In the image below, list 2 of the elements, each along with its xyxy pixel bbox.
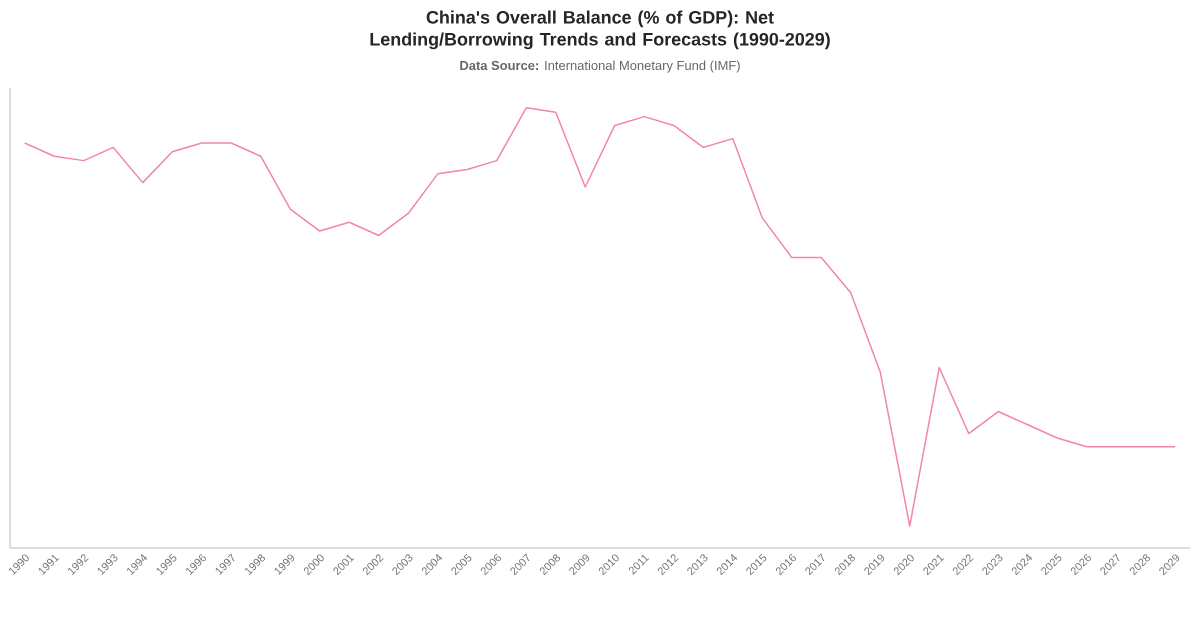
chart-subtitle: Data Source: International Monetary Fund (IMF) xyxy=(460,60,740,73)
chart-title: China's Overall Balance (% of GDP): Net Lending/Borrowing Trends and Forecasts (1990-2029) xyxy=(370,10,830,50)
